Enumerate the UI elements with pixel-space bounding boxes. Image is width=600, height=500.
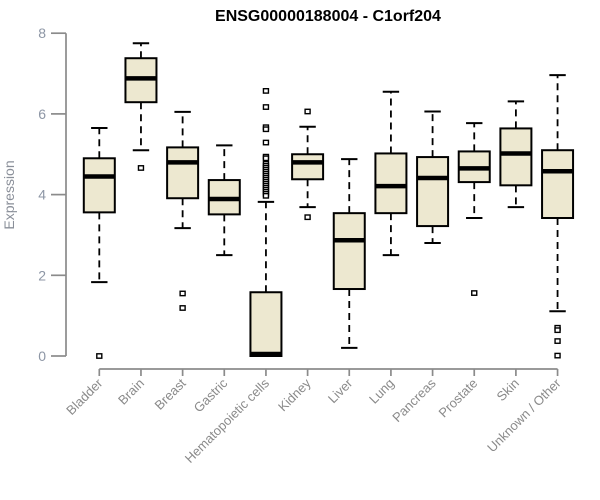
x-category-label-lung: Lung	[366, 376, 397, 407]
y-tick-label: 8	[38, 25, 46, 41]
chart-title: ENSG00000188004 - C1orf204	[215, 8, 441, 25]
outlier-point	[179, 305, 186, 311]
x-category-label-breast: Breast	[152, 375, 189, 412]
x-category-label-skin: Skin	[494, 376, 522, 404]
outlier-point	[262, 139, 270, 146]
boxplot-kidney	[291, 108, 325, 221]
boxplot-liver	[332, 158, 366, 349]
boxplot-lung	[374, 90, 408, 257]
iqr-box	[332, 212, 366, 291]
iqr-box	[166, 146, 200, 200]
y-tick-label: 6	[38, 106, 46, 122]
y-axis-label: Expression	[1, 160, 17, 229]
x-category-label-kidney: Kidney	[275, 375, 314, 414]
boxplot-skin	[499, 100, 533, 209]
outlier-point	[262, 104, 270, 110]
boxplot-brain	[124, 42, 158, 171]
y-tick-label: 0	[38, 348, 46, 364]
outlier-point	[304, 214, 311, 221]
x-category-label-prostate: Prostate	[436, 376, 481, 421]
iqr-box	[541, 149, 575, 220]
iqr-box	[82, 157, 116, 214]
boxplot-breast	[166, 110, 200, 311]
y-tick-label: 2	[38, 267, 46, 283]
boxplot-hematopoietic-cells	[249, 88, 283, 358]
outlier-point	[262, 88, 270, 94]
outlier-point	[554, 338, 561, 344]
outlier-point	[179, 290, 186, 297]
x-category-label-pancreas: Pancreas	[389, 375, 439, 425]
x-category-label-gastric: Gastric	[191, 375, 231, 415]
outlier-point	[137, 165, 145, 171]
outlier-point	[262, 192, 270, 199]
outlier-point	[262, 126, 270, 133]
x-category-label-unknown-other: Unknown / Other	[484, 375, 564, 455]
x-category-label-liver: Liver	[325, 375, 356, 406]
boxplot-gastric	[207, 144, 241, 257]
iqr-box	[249, 291, 283, 358]
x-category-label-bladder: Bladder	[63, 375, 106, 418]
y-tick-label: 4	[38, 187, 46, 203]
outlier-point	[304, 108, 311, 115]
outlier-point	[554, 327, 561, 334]
x-category-label-brain: Brain	[115, 376, 147, 408]
boxplot-bladder	[82, 127, 116, 359]
iqr-box	[291, 153, 325, 181]
boxplot-series	[82, 42, 575, 359]
outlier-point	[471, 290, 478, 296]
iqr-box	[499, 127, 533, 187]
outlier-point	[554, 352, 561, 359]
iqr-box	[374, 152, 408, 215]
iqr-box	[416, 156, 450, 228]
boxplot-prostate	[457, 122, 491, 296]
outlier-point	[262, 155, 270, 162]
boxplot-pancreas	[416, 110, 450, 245]
boxplot-unknown-other	[541, 74, 575, 359]
outlier-point	[96, 353, 103, 359]
